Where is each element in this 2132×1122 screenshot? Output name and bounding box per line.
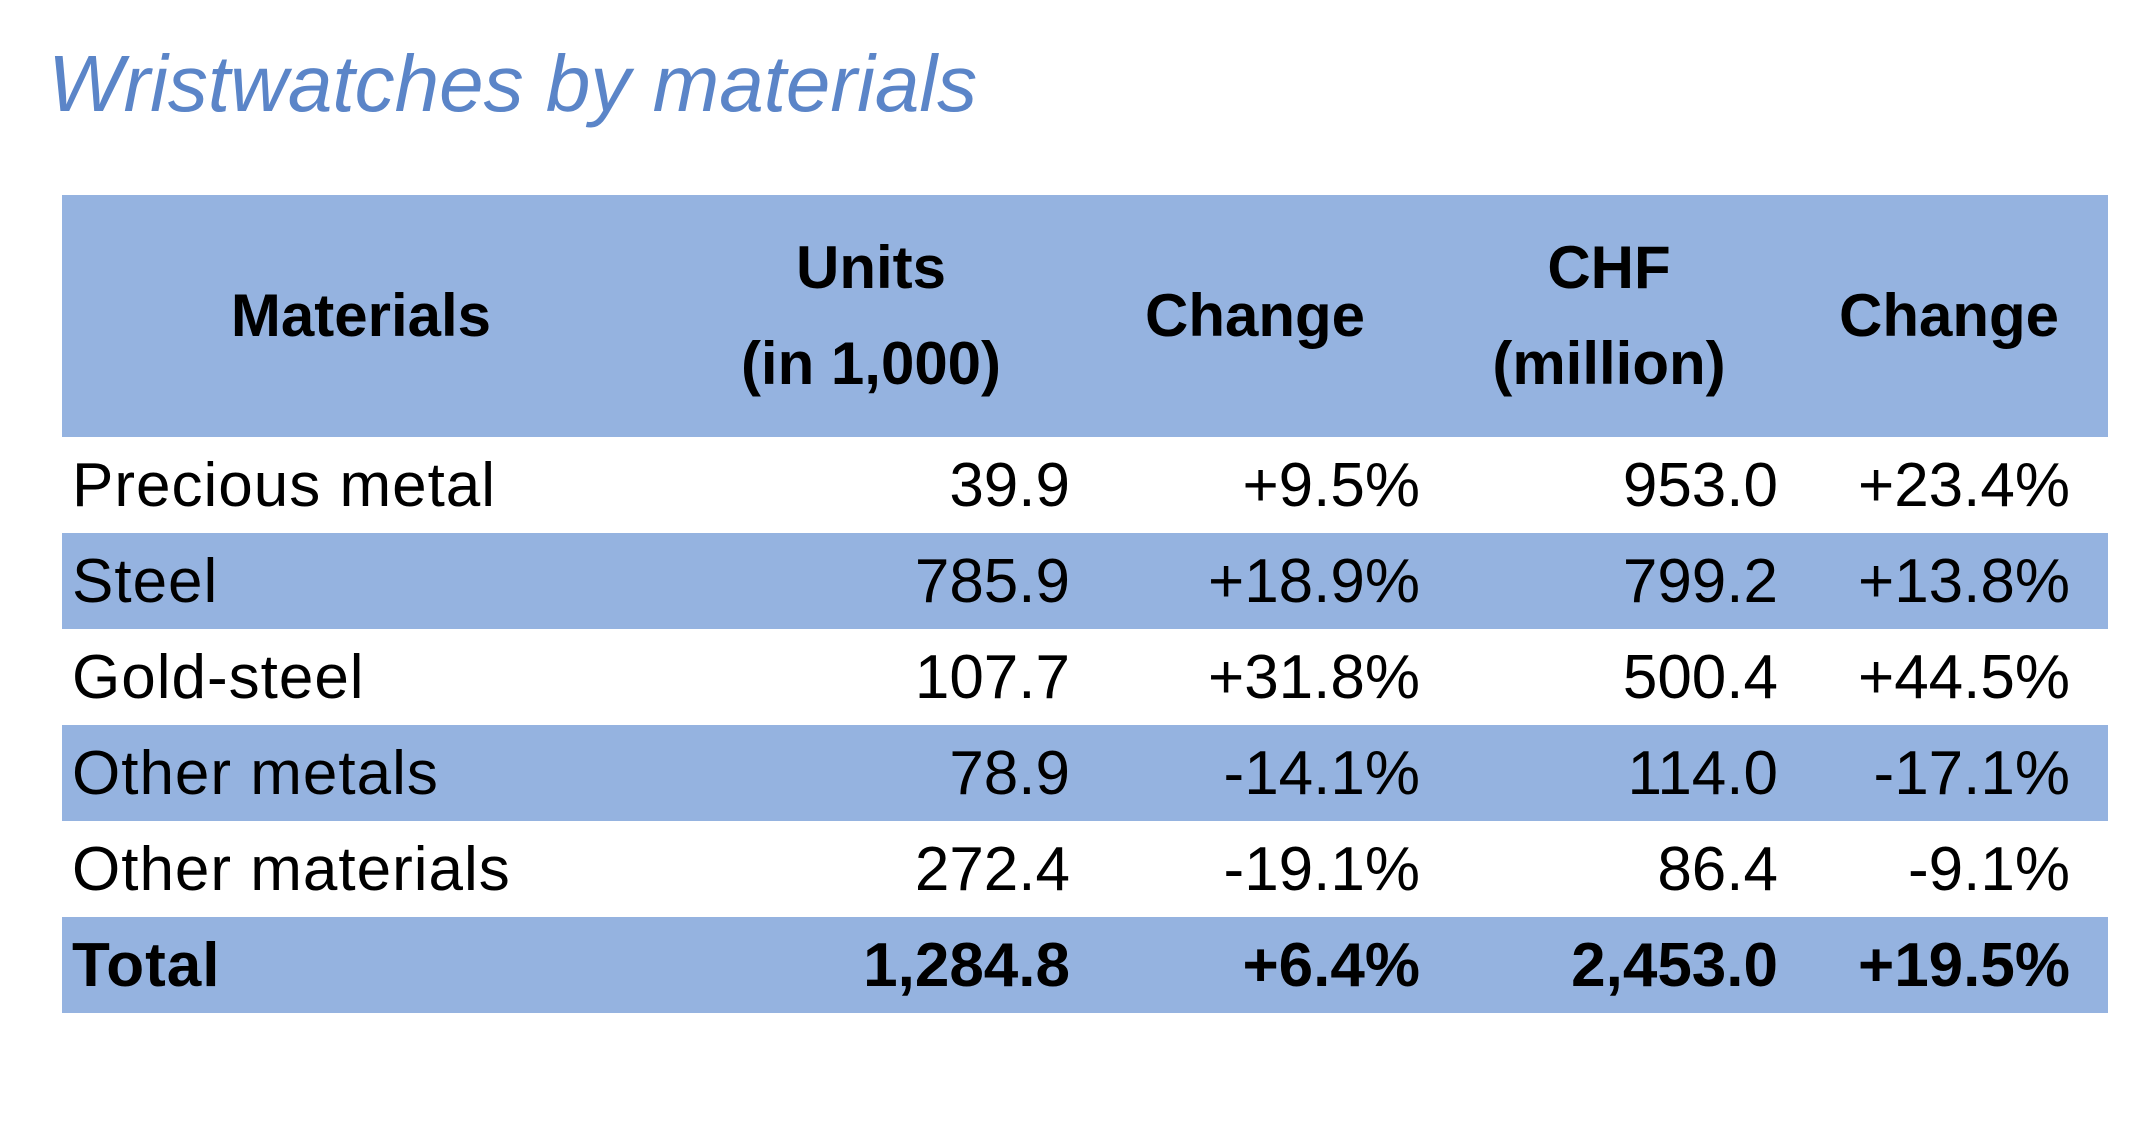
row-material: Steel bbox=[72, 546, 219, 616]
row-units-change: +9.5% bbox=[1242, 450, 1420, 520]
total-units: 1,284.8 bbox=[863, 930, 1070, 1000]
table-header-row: Materials Units (in 1,000) Change CHF (m… bbox=[62, 195, 2108, 437]
total-chf: 2,453.0 bbox=[1571, 930, 1778, 1000]
row-material: Other materials bbox=[72, 834, 511, 904]
total-chf-change: +19.5% bbox=[1857, 930, 2070, 1000]
row-units-change: +31.8% bbox=[1207, 642, 1420, 712]
row-chf: 500.4 bbox=[1622, 642, 1778, 712]
row-chf-change: +23.4% bbox=[1857, 450, 2070, 520]
header-chf-change: Change bbox=[1790, 195, 2108, 437]
header-materials-label: Materials bbox=[230, 282, 492, 349]
row-units-change: -14.1% bbox=[1223, 738, 1420, 808]
row-material: Other metals bbox=[72, 738, 439, 808]
header-chf-change-label: Change bbox=[1838, 282, 2060, 349]
header-units-change-label: Change bbox=[1144, 282, 1366, 349]
table-row: Other metals 78.9 -14.1% 114.0 -17.1% bbox=[62, 725, 2108, 821]
row-chf-change: -17.1% bbox=[1873, 738, 2070, 808]
header-chf-line2: (million) bbox=[1492, 330, 1726, 397]
total-units-change: +6.4% bbox=[1242, 930, 1420, 1000]
row-chf: 114.0 bbox=[1627, 738, 1778, 808]
row-units: 78.9 bbox=[949, 738, 1070, 808]
row-material: Precious metal bbox=[72, 450, 497, 520]
row-units: 107.7 bbox=[914, 642, 1070, 712]
row-units: 785.9 bbox=[914, 546, 1070, 616]
table-row: Precious metal 39.9 +9.5% 953.0 +23.4% bbox=[62, 437, 2108, 533]
row-material: Gold-steel bbox=[72, 642, 365, 712]
table-total-row: Total 1,284.8 +6.4% 2,453.0 +19.5% bbox=[62, 917, 2108, 1013]
header-chf-line1: CHF bbox=[1547, 234, 1671, 301]
materials-table: Materials Units (in 1,000) Change CHF (m… bbox=[62, 195, 2108, 1013]
table-row: Gold-steel 107.7 +31.8% 500.4 +44.5% bbox=[62, 629, 2108, 725]
row-units-change: +18.9% bbox=[1207, 546, 1420, 616]
row-chf-change: +13.8% bbox=[1857, 546, 2070, 616]
row-units: 39.9 bbox=[949, 450, 1070, 520]
page-title: Wristwatches by materials bbox=[48, 39, 978, 128]
row-chf: 953.0 bbox=[1622, 450, 1778, 520]
table-row: Other materials 272.4 -19.1% 86.4 -9.1% bbox=[62, 821, 2108, 917]
header-chf: CHF (million) bbox=[1428, 195, 1790, 437]
row-chf: 86.4 bbox=[1657, 834, 1778, 904]
total-label: Total bbox=[72, 930, 221, 1000]
header-units-line1: Units bbox=[796, 234, 946, 301]
header-units-change: Change bbox=[1082, 195, 1428, 437]
header-units: Units (in 1,000) bbox=[660, 195, 1082, 437]
row-chf: 799.2 bbox=[1622, 546, 1778, 616]
header-materials: Materials bbox=[62, 195, 660, 437]
row-chf-change: +44.5% bbox=[1857, 642, 2070, 712]
row-units: 272.4 bbox=[914, 834, 1070, 904]
header-units-line2: (in 1,000) bbox=[740, 330, 1002, 397]
table-row: Steel 785.9 +18.9% 799.2 +13.8% bbox=[62, 533, 2108, 629]
row-units-change: -19.1% bbox=[1223, 834, 1420, 904]
row-chf-change: -9.1% bbox=[1908, 834, 2070, 904]
